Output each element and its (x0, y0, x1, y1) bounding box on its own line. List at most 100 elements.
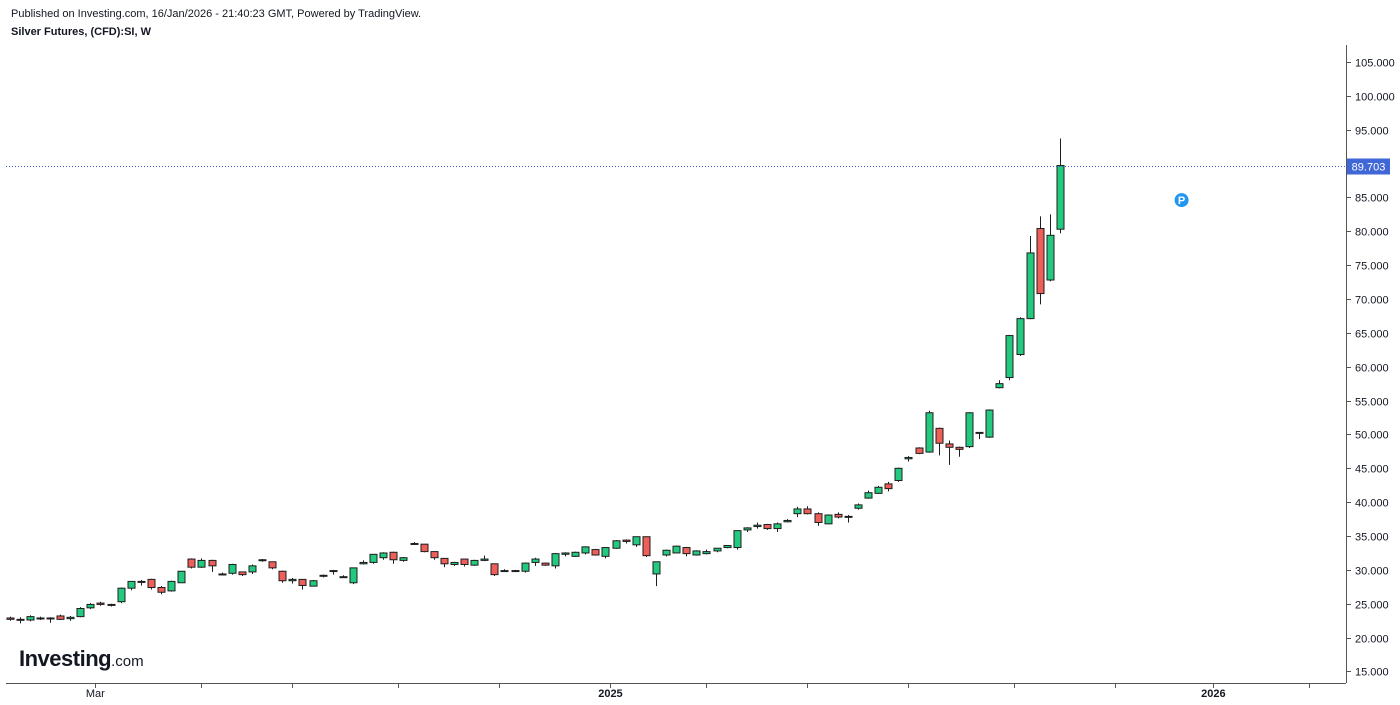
candle-down (955, 446, 964, 457)
candle-body (359, 561, 368, 565)
candle-up (713, 547, 722, 553)
candle-body (672, 545, 681, 554)
candle-up (672, 545, 681, 554)
candle-body (238, 571, 247, 576)
candle-body (844, 515, 853, 518)
candle-down (6, 616, 15, 621)
candle-up (632, 536, 641, 547)
y-tick-label: 80.000 (1355, 227, 1389, 239)
candle-body (803, 508, 812, 515)
candle-body (440, 557, 449, 565)
candle-down (36, 616, 45, 621)
x-tick-label: 2025 (598, 688, 622, 700)
candle-body (995, 383, 1004, 389)
candle-up (702, 549, 711, 555)
candle-body (864, 492, 873, 499)
candle-body (945, 443, 954, 448)
candle-up (480, 555, 489, 562)
candle-up (228, 563, 237, 575)
candle-body (117, 587, 126, 603)
candle-body (723, 545, 732, 549)
candle-up (167, 580, 176, 592)
candle-body (561, 552, 570, 555)
candle-body (612, 540, 621, 549)
candle-up (723, 545, 732, 549)
candle-up (76, 607, 85, 618)
chart-title: Silver Futures, (CFD):SI, W (11, 26, 151, 38)
candle-body (682, 547, 691, 555)
candle-down (268, 561, 277, 570)
candle-down (218, 572, 227, 576)
candles (6, 138, 1065, 624)
candle-up (894, 467, 903, 482)
candle-body (490, 563, 499, 576)
candle-body (601, 547, 610, 557)
candle-up (137, 580, 146, 586)
candle-body (733, 530, 742, 549)
candle-up (925, 410, 934, 453)
candle-up (511, 569, 520, 573)
candle-up (551, 552, 560, 569)
candle-body (339, 576, 348, 579)
candle-down (420, 543, 429, 553)
candle-up (601, 547, 610, 559)
candle-up (652, 561, 661, 587)
y-tick-label: 70.000 (1355, 295, 1389, 307)
candle-up (197, 558, 206, 568)
candle-body (450, 561, 459, 565)
candle-down (763, 523, 772, 530)
candle-body (147, 578, 156, 589)
candle-body (298, 578, 307, 586)
candle-down (258, 559, 267, 562)
candle-up (521, 562, 530, 573)
candle-body (581, 546, 590, 554)
last-price-badge (1347, 158, 1390, 175)
candle-body (652, 561, 661, 575)
overlay: 89.703 P (6, 158, 1390, 209)
candle-up (844, 515, 853, 523)
candle-body (521, 562, 530, 572)
x-tick-label: Mar (86, 688, 105, 700)
candle-up (692, 550, 701, 556)
candle-down (622, 539, 631, 544)
candle-body (874, 486, 883, 494)
candle-body (571, 551, 580, 557)
candle-up (248, 564, 257, 574)
candle-body (1026, 252, 1035, 320)
candle-body (470, 559, 479, 566)
candle-up (1046, 214, 1055, 282)
candle-down (490, 563, 499, 576)
y-tick-label: 50.000 (1355, 430, 1389, 442)
y-tick-label: 20.000 (1355, 634, 1389, 646)
candle-body (955, 446, 964, 450)
candle-body (187, 558, 196, 568)
candle-up (824, 514, 833, 525)
candle-body (430, 551, 439, 559)
candle-body (773, 523, 782, 530)
candle-up (349, 567, 358, 585)
y-tick-label: 75.000 (1355, 261, 1389, 273)
last-price-label: 89.703 (1352, 162, 1386, 174)
candle-body (288, 578, 297, 582)
candle-up (733, 530, 742, 550)
candle-body (702, 551, 711, 555)
y-tick-label: 35.000 (1355, 532, 1389, 544)
x-tick-label: 2026 (1201, 688, 1225, 700)
candle-body (268, 561, 277, 569)
candle-body (904, 456, 913, 460)
candle-up (854, 503, 863, 510)
candle-body (329, 570, 338, 573)
candle-body (208, 559, 217, 567)
candle-body (935, 427, 944, 444)
candle-down (460, 558, 469, 567)
candle-up (561, 552, 570, 557)
candle-body (551, 553, 560, 567)
published-note: Published on Investing.com, 16/Jan/2026 … (11, 8, 422, 20)
candle-up (379, 552, 388, 560)
candle-body (884, 483, 893, 490)
candle-body (965, 412, 974, 448)
candle-up (995, 380, 1004, 389)
marker-circle (1173, 192, 1190, 209)
candle-down (884, 481, 893, 492)
